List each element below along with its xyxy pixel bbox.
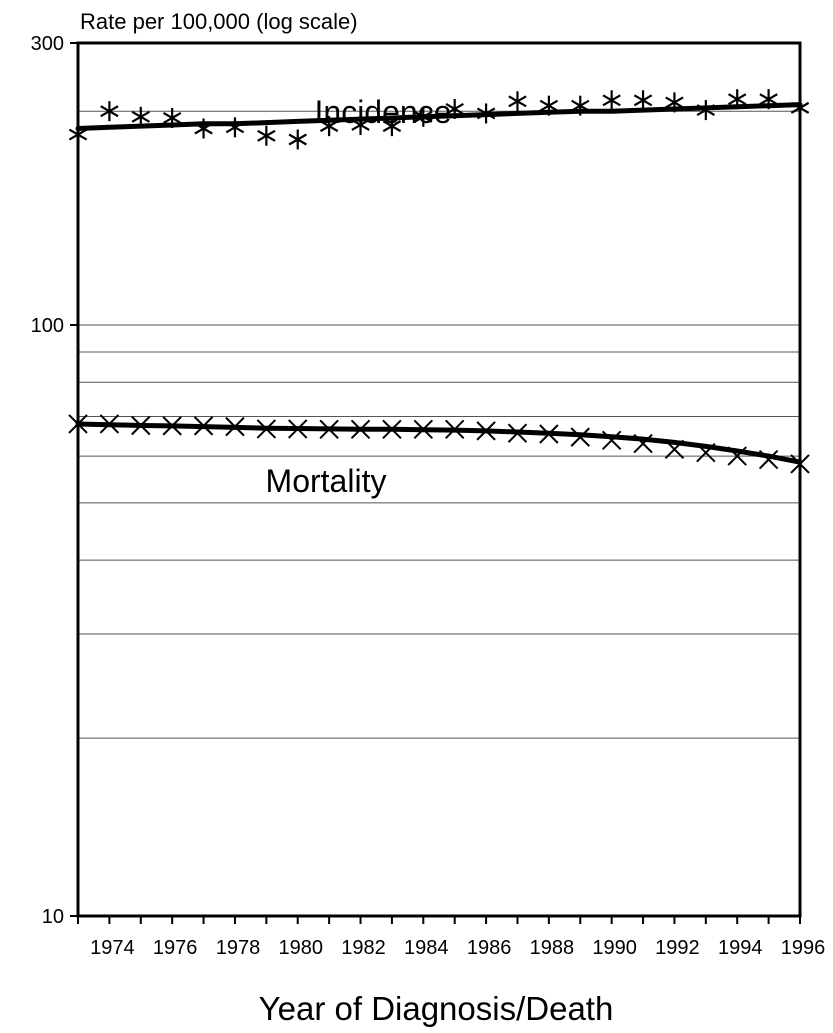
data-point-mortality (131, 415, 151, 436)
y-axis-title: Rate per 100,000 (log scale) (80, 9, 358, 34)
data-point-mortality (288, 419, 308, 439)
y-tick-label: 10 (42, 906, 64, 928)
data-point-mortality (696, 442, 716, 463)
data-point-mortality (570, 427, 590, 447)
data-point-incidence (759, 89, 778, 110)
data-point-mortality (727, 446, 747, 466)
data-point-incidence (728, 89, 747, 110)
x-tick-label: 1996 (781, 937, 826, 959)
data-point-mortality (758, 449, 779, 470)
data-point-incidence (225, 117, 245, 138)
data-point-incidence (602, 90, 621, 111)
data-point-incidence (508, 91, 527, 112)
y-tick-label: 100 (31, 315, 64, 337)
data-point-mortality (413, 419, 434, 440)
data-point-incidence (194, 118, 213, 139)
data-point-mortality (601, 430, 622, 451)
x-tick-label: 1980 (278, 937, 323, 959)
data-point-mortality (539, 424, 559, 444)
x-tick-label: 1984 (404, 937, 449, 959)
grid-layer (78, 110, 800, 739)
x-tick-label: 1994 (718, 937, 763, 959)
x-tick-label: 1988 (530, 937, 575, 959)
series-label-incidence: Incidence (315, 94, 452, 130)
data-point-incidence (696, 100, 716, 121)
data-point-incidence (539, 95, 559, 116)
data-point-incidence (414, 106, 433, 127)
data-point-mortality (633, 433, 653, 454)
data-point-incidence (162, 107, 182, 128)
x-tick-label: 1990 (592, 937, 637, 959)
trend-lines (75, 102, 803, 465)
data-point-mortality (193, 416, 214, 436)
axis-ticks: 300 100 10 1974 1976 1978 1980 1982 1984 1986 1988… (31, 33, 826, 959)
data-point-mortality (507, 423, 528, 443)
x-tick-label: 1982 (341, 937, 386, 959)
data-point-incidence (257, 125, 276, 146)
data-point-incidence (382, 116, 402, 137)
y-tick-label: 300 (31, 33, 64, 55)
data-point-incidence (476, 103, 496, 124)
data-point-mortality (476, 421, 496, 441)
data-point-mortality (162, 416, 182, 436)
data-point-mortality (225, 416, 245, 437)
data-point-mortality (319, 419, 339, 440)
data-point-incidence (445, 98, 464, 119)
data-point-incidence (131, 106, 150, 127)
x-axis-title: Year of Diagnosis/Death (259, 990, 614, 1027)
x-tick-label: 1986 (467, 937, 512, 959)
data-point-incidence (100, 101, 119, 122)
data-markers (68, 89, 810, 474)
data-point-incidence (571, 95, 590, 116)
x-tick-label: 1978 (216, 937, 261, 959)
plot-frame (76, 41, 802, 918)
data-point-incidence (351, 114, 370, 135)
x-tick-label: 1992 (655, 937, 700, 959)
series-label-mortality: Mortality (266, 463, 387, 499)
x-tick-label: 1976 (153, 937, 198, 959)
data-point-mortality (256, 419, 277, 439)
data-point-incidence (319, 116, 339, 137)
trend-line-incidence (75, 102, 803, 131)
data-point-mortality (350, 419, 371, 440)
data-point-incidence (633, 90, 653, 111)
x-tick-label: 1974 (90, 937, 135, 959)
data-point-mortality (99, 414, 120, 434)
data-point-mortality (664, 439, 685, 460)
data-point-mortality (382, 419, 402, 440)
data-point-incidence (288, 129, 307, 150)
data-point-mortality (444, 419, 465, 440)
data-point-incidence (665, 92, 684, 113)
